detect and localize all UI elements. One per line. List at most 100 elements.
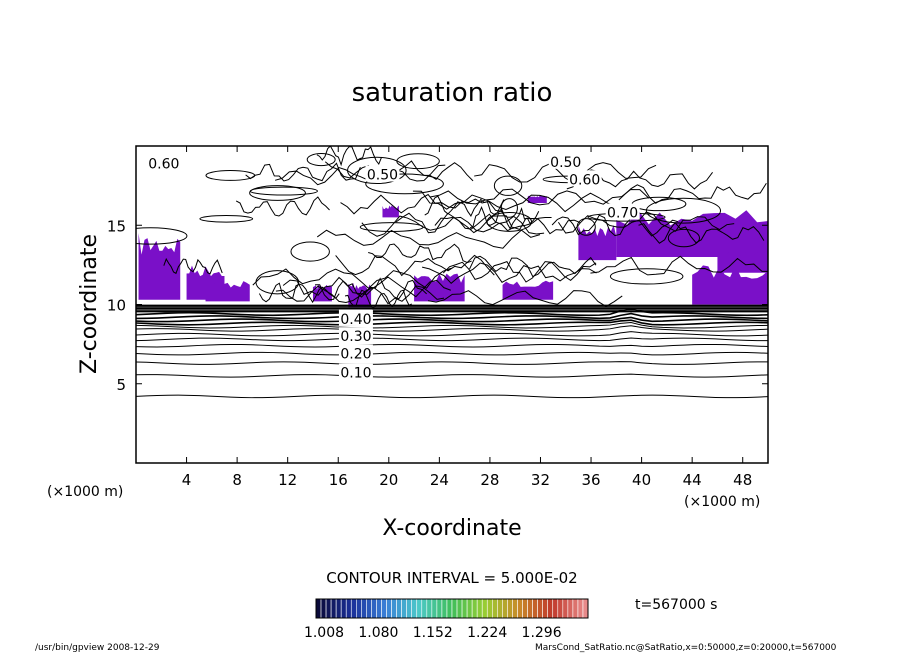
colorbar-frame [315, 598, 589, 619]
contour-line [566, 169, 713, 190]
contour-line [316, 146, 382, 167]
contour-line [315, 277, 427, 301]
contour-label: 0.50 [367, 168, 398, 184]
colorbar-cell [391, 598, 397, 619]
colorbar-cell [471, 598, 478, 619]
contour-line [335, 254, 495, 277]
colorbar-cell [502, 598, 508, 619]
colorbar-cell [527, 598, 533, 619]
contour-lines [136, 146, 768, 399]
colorbar-tick-label: 1.152 [413, 625, 453, 641]
contour-loop [645, 197, 722, 224]
contour-line [136, 316, 768, 323]
colorbar-cell [572, 598, 579, 619]
supersaturated-region [502, 280, 554, 300]
contour-line [395, 212, 552, 234]
x-tick-label: 20 [379, 471, 398, 489]
contour-line [316, 229, 541, 249]
contour-line [274, 164, 446, 186]
colorbar-cell [371, 598, 377, 619]
contour-loop [486, 211, 533, 232]
contour-label: 0.40 [340, 312, 371, 328]
colorbar-cell [532, 598, 538, 619]
footer-left: /usr/bin/gpview 2008-12-29 [35, 643, 160, 653]
colorbar-cell [552, 598, 559, 619]
contour-line [638, 222, 765, 244]
colorbar-cell [330, 598, 337, 619]
colorbar-cell [497, 598, 503, 619]
colorbar-cell [355, 598, 362, 619]
x-tick-label: 40 [632, 471, 651, 489]
supersaturated-region [382, 205, 399, 218]
colorbar-cell [396, 598, 402, 619]
contour-loop [359, 222, 424, 232]
contour-line [344, 289, 412, 310]
colorbar-cell [320, 598, 327, 619]
chart-title: saturation ratio [352, 78, 553, 108]
colorbar-cell [562, 598, 569, 619]
colorbar-cell [476, 598, 483, 619]
x-axis-label: X-coordinate [382, 516, 521, 541]
y-tick-label: 10 [107, 297, 126, 315]
supersaturated-region [616, 209, 768, 257]
contour-line [258, 282, 340, 304]
contour-loop [609, 268, 684, 285]
supersaturated-region [692, 265, 768, 305]
colorbar-cell [466, 598, 473, 619]
contour-line [136, 325, 768, 332]
contour-label: 0.10 [340, 366, 371, 382]
colorbar-cell [481, 598, 488, 619]
contour-loop [347, 156, 407, 185]
colorbar-cell [376, 598, 382, 619]
contour-line [340, 193, 503, 215]
contour-line [618, 183, 767, 204]
contour-loop [249, 185, 306, 201]
x-tick-label: 36 [581, 471, 600, 489]
colorbar-cell [446, 598, 453, 619]
contour-label-bg [548, 152, 583, 169]
contour-label-bg [365, 165, 400, 182]
supersaturated-region [527, 195, 547, 204]
contour-line [361, 215, 545, 237]
contour-loop [290, 241, 330, 262]
contour-line [136, 351, 768, 356]
colorbar-cell [366, 598, 372, 619]
supersaturated-region [578, 225, 617, 261]
contour-line [282, 276, 451, 298]
colorbar-cell [406, 598, 413, 619]
y-tick-label: 5 [116, 376, 126, 394]
colorbar-cell [401, 598, 407, 619]
supersaturated-region [717, 250, 768, 273]
contour-line [424, 195, 505, 217]
contour-line [368, 243, 472, 264]
contour-line [245, 162, 361, 182]
colorbar-cell [512, 598, 518, 619]
contour-label-bg [338, 363, 373, 380]
x-tick-label: 44 [683, 471, 702, 489]
x-tick-label: 4 [182, 471, 192, 489]
colorbar-cell [381, 598, 387, 619]
contour-line [429, 188, 650, 206]
contour-line [551, 214, 678, 237]
contour-line [412, 190, 616, 213]
contour-loop [631, 196, 687, 212]
colorbar-cell [577, 598, 584, 619]
contour-label: 0.50 [550, 155, 581, 171]
colorbar-cell [537, 598, 543, 619]
colorbar-cell [431, 598, 438, 619]
contour-interval-text: CONTOUR INTERVAL = 5.000E-02 [326, 569, 577, 587]
contour-label: 0.30 [340, 329, 371, 345]
colorbar-cell [416, 598, 423, 619]
contour-label-bg [338, 344, 373, 361]
contour-label-bg [567, 170, 602, 187]
contour-line [427, 290, 623, 307]
x-tick-label: 32 [531, 471, 550, 489]
contour-label-bg [338, 327, 373, 344]
contour-loop [136, 227, 188, 245]
x-axis-unit-left: (×1000 m) [47, 484, 123, 500]
colorbar-cell [436, 598, 443, 619]
colorbar-cell [547, 598, 554, 619]
contour-label: 0.60 [148, 156, 179, 172]
contour-loop [396, 153, 440, 170]
colorbar-cell [411, 598, 418, 619]
